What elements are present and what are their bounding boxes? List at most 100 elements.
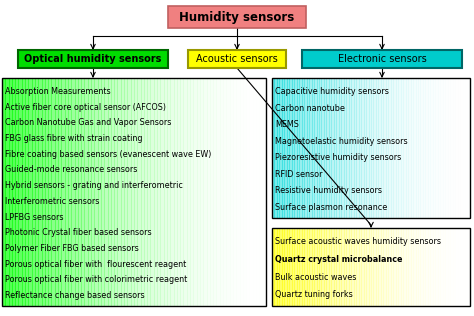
Bar xyxy=(396,228,399,306)
Bar xyxy=(331,78,335,218)
Bar xyxy=(25,78,29,306)
Bar xyxy=(167,78,171,306)
Bar xyxy=(301,228,305,306)
Bar xyxy=(98,78,102,306)
Bar xyxy=(2,78,266,306)
Bar xyxy=(274,228,278,306)
Text: FBG glass fibre with strain coating: FBG glass fibre with strain coating xyxy=(5,134,143,143)
Bar xyxy=(217,78,221,306)
Bar xyxy=(327,78,330,218)
Bar xyxy=(381,228,384,306)
Text: Acoustic sensors: Acoustic sensors xyxy=(196,54,278,64)
Bar xyxy=(55,78,59,306)
Bar xyxy=(263,78,267,306)
Bar xyxy=(259,78,264,306)
Bar xyxy=(344,228,347,306)
Bar xyxy=(74,78,79,306)
Bar xyxy=(58,78,63,306)
Bar xyxy=(426,78,429,218)
Bar xyxy=(448,78,451,218)
Bar xyxy=(376,228,379,306)
Bar xyxy=(101,78,105,306)
Bar xyxy=(324,78,328,218)
Bar xyxy=(351,228,355,306)
Bar xyxy=(460,78,464,218)
Bar xyxy=(272,228,470,306)
Text: Quartz tuning forks: Quartz tuning forks xyxy=(275,290,353,299)
Bar xyxy=(396,78,399,218)
Bar xyxy=(416,78,419,218)
Bar xyxy=(403,78,407,218)
Text: Piezoresistive humidity sensors: Piezoresistive humidity sensors xyxy=(275,153,401,162)
Bar xyxy=(88,78,92,306)
Bar xyxy=(433,78,437,218)
Bar xyxy=(297,228,300,306)
Bar xyxy=(287,228,290,306)
Bar xyxy=(341,78,345,218)
Bar xyxy=(304,228,308,306)
Bar xyxy=(356,228,360,306)
Bar xyxy=(361,78,365,218)
Bar xyxy=(104,78,109,306)
Bar xyxy=(420,78,424,218)
Bar xyxy=(272,78,470,218)
Bar xyxy=(114,78,118,306)
Bar xyxy=(292,78,295,218)
Text: Resistive humidity sensors: Resistive humidity sensors xyxy=(275,186,382,195)
Bar xyxy=(223,78,228,306)
Bar xyxy=(386,78,389,218)
Bar xyxy=(32,78,36,306)
Bar xyxy=(364,78,367,218)
Bar xyxy=(371,228,374,306)
Text: Active fiber core optical sensor (AFCOS): Active fiber core optical sensor (AFCOS) xyxy=(5,102,166,112)
Bar xyxy=(324,228,328,306)
Bar xyxy=(134,78,138,306)
Bar xyxy=(177,78,181,306)
Text: Capacitive humidity sensors: Capacitive humidity sensors xyxy=(275,87,389,96)
Bar xyxy=(443,78,446,218)
Text: Photonic Crystal fiber based sensors: Photonic Crystal fiber based sensors xyxy=(5,228,152,237)
Bar xyxy=(354,228,357,306)
Bar xyxy=(157,78,162,306)
Bar xyxy=(445,78,449,218)
Bar xyxy=(413,228,417,306)
Bar xyxy=(188,50,286,68)
Bar xyxy=(354,78,357,218)
Bar xyxy=(190,78,194,306)
Bar xyxy=(378,228,382,306)
Bar xyxy=(321,78,325,218)
Bar xyxy=(410,78,414,218)
Bar xyxy=(78,78,82,306)
Bar xyxy=(121,78,125,306)
Bar xyxy=(383,78,387,218)
Bar xyxy=(81,78,85,306)
Bar xyxy=(307,78,310,218)
Bar xyxy=(455,228,459,306)
Bar xyxy=(366,228,370,306)
Bar xyxy=(433,228,437,306)
Bar xyxy=(371,78,374,218)
Bar xyxy=(460,228,464,306)
Bar xyxy=(272,228,275,306)
Bar xyxy=(203,78,208,306)
Bar xyxy=(420,228,424,306)
Bar xyxy=(2,78,6,306)
Bar xyxy=(463,228,466,306)
Bar xyxy=(168,6,306,28)
Bar xyxy=(311,78,315,218)
Bar xyxy=(408,78,411,218)
Bar xyxy=(440,228,444,306)
Bar xyxy=(391,228,394,306)
Bar xyxy=(170,78,174,306)
Text: Humidity sensors: Humidity sensors xyxy=(179,10,295,23)
Text: Quartz crystal microbalance: Quartz crystal microbalance xyxy=(275,255,402,264)
Bar xyxy=(2,78,266,306)
Bar xyxy=(220,78,224,306)
Bar xyxy=(364,228,367,306)
Text: Bulk acoustic waves: Bulk acoustic waves xyxy=(275,272,356,282)
Bar xyxy=(289,78,293,218)
Bar xyxy=(84,78,89,306)
Bar xyxy=(141,78,145,306)
Text: Reflectance change based sensors: Reflectance change based sensors xyxy=(5,291,145,300)
Bar xyxy=(416,228,419,306)
